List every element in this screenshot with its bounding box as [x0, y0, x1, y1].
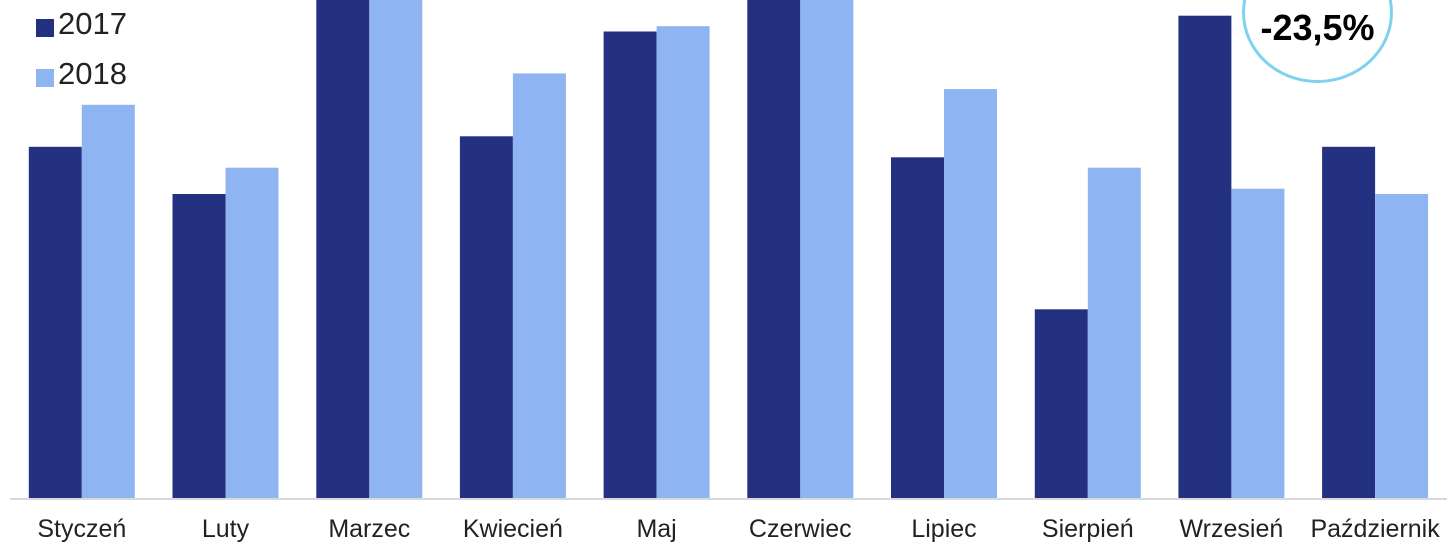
- legend-label-2017: 2017: [58, 6, 127, 41]
- bar-2017-4: [603, 31, 657, 498]
- x-tick-label-5: Czerwiec: [749, 515, 852, 543]
- bar-2017-1: [172, 194, 226, 498]
- x-tick-labels: Styczeń Luty Marzec Kwiecień Maj Czerwiec Lipi…: [37, 515, 1440, 543]
- bar-2018-4: [656, 26, 710, 498]
- bar-2017-9: [1322, 146, 1376, 499]
- x-tick-label-3: Kwiecień: [463, 515, 563, 543]
- bar-2018-7: [1087, 167, 1141, 498]
- x-tick-label-8: Wrzesień: [1180, 515, 1284, 543]
- bar-2018-9: [1375, 194, 1429, 498]
- bar-2017-8: [1178, 15, 1232, 498]
- x-tick-label-0: Styczeń: [37, 515, 126, 543]
- x-tick-label-6: Lipiec: [911, 515, 976, 543]
- x-tick-label-4: Maj: [636, 515, 676, 543]
- bar-2018-5: [800, 0, 854, 498]
- bar-2017-5: [747, 0, 801, 498]
- bar-2018-6: [944, 89, 997, 498]
- legend-swatch-2018: [36, 69, 54, 87]
- bar-2017-2: [316, 0, 370, 498]
- x-tick-label-1: Luty: [202, 515, 250, 543]
- bars-layer: [28, 0, 1429, 499]
- bar-2018-3: [512, 73, 566, 499]
- x-tick-label-9: Październik: [1310, 515, 1440, 543]
- x-tick-label-7: Sierpień: [1042, 515, 1134, 543]
- bar-2017-6: [891, 157, 944, 499]
- legend-label-2018: 2018: [58, 56, 127, 91]
- bar-2017-0: [28, 146, 82, 499]
- change-badge-text: -23,5%: [1260, 7, 1375, 48]
- bar-2018-0: [81, 104, 135, 499]
- bar-2017-7: [1034, 309, 1088, 498]
- bar-2018-8: [1231, 188, 1285, 498]
- bar-2018-1: [225, 167, 279, 498]
- bar-2018-2: [369, 0, 423, 498]
- x-tick-label-2: Marzec: [328, 515, 410, 543]
- legend-swatch-2017: [36, 19, 54, 37]
- bar-2017-3: [459, 136, 513, 499]
